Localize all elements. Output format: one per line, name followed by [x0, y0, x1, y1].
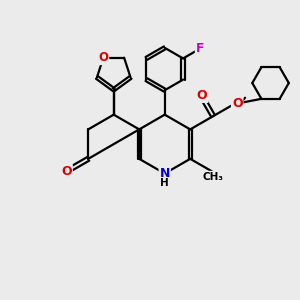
Text: H: H: [160, 178, 169, 188]
Text: CH₃: CH₃: [203, 172, 224, 182]
Text: O: O: [61, 165, 72, 178]
Text: O: O: [232, 97, 242, 110]
Text: N: N: [160, 167, 170, 180]
Text: F: F: [196, 42, 204, 56]
Text: O: O: [98, 51, 108, 64]
Text: O: O: [197, 89, 207, 102]
